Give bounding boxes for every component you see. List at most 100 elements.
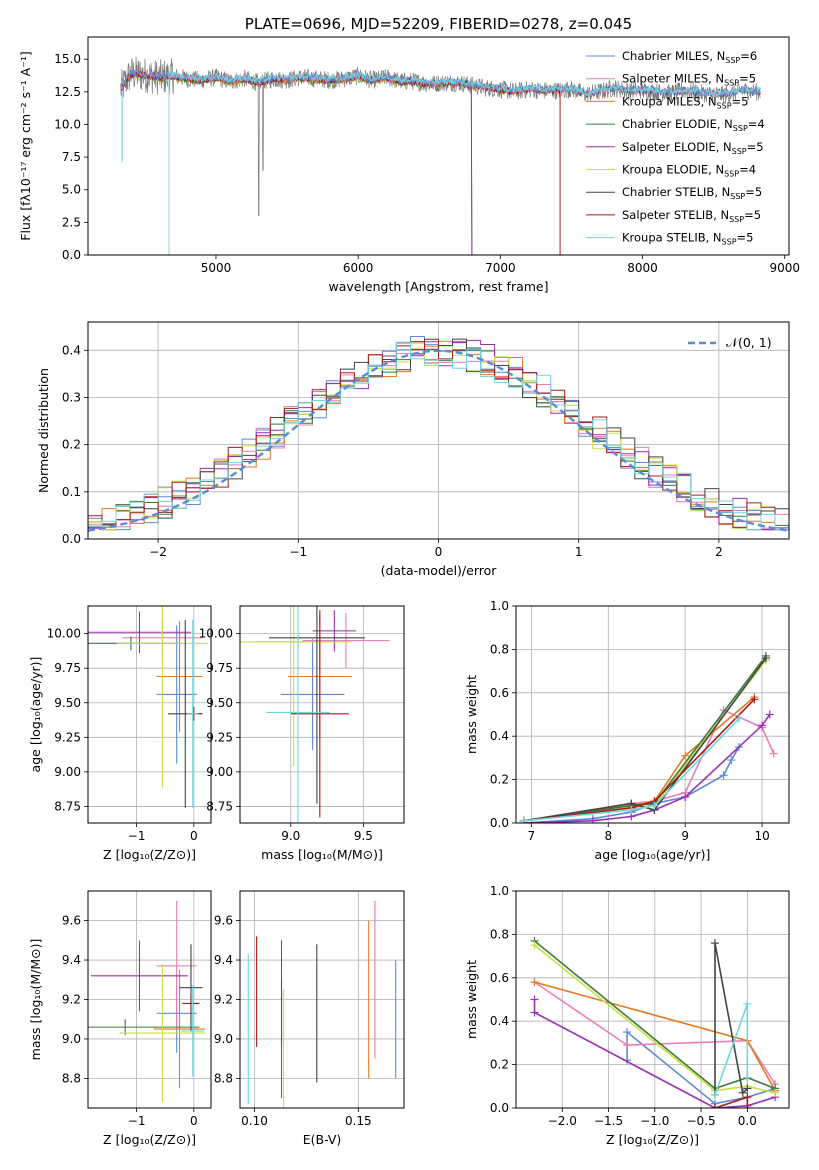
y-tick-label: 0.6: [490, 971, 509, 985]
point-marker-kroupa_elodie: [771, 1088, 780, 1097]
point-marker-kroupa_stelib: [519, 816, 528, 823]
y-tick-label: 0.6: [490, 686, 509, 700]
series-line-kroupa_stelib: [714, 1003, 749, 1096]
mass_vs_Z-plot: [88, 900, 206, 1103]
y-tick-label: 9.6: [62, 914, 81, 928]
series-line-salpeter_stelib: [523, 698, 755, 822]
y-tick-label: 10.0: [54, 117, 81, 131]
x-tick-label: 9.5: [354, 829, 373, 843]
legend-entry-kroupa_miles: Kroupa MILES, NSSP=5: [622, 94, 748, 110]
x-tick-label: −1.5: [594, 1114, 623, 1128]
residuals-legend: 𝒩(0, 1): [688, 335, 772, 350]
series-line-chabrier_stelib: [714, 942, 748, 1095]
massweight_vs_Z-frame: [515, 890, 790, 1109]
y-tick-label: 9.25: [54, 730, 81, 744]
x-tick-label: 0: [435, 545, 443, 559]
point-marker-salpeter_elodie: [681, 792, 690, 801]
model-curve-salpeter_elodie: [120, 70, 473, 255]
point-marker-salpeter_miles: [623, 1041, 632, 1050]
x-tick-label: 0.0: [738, 1114, 757, 1128]
y-tick-label: 0.2: [490, 773, 509, 787]
x-tick-label: −0.5: [687, 1114, 716, 1128]
y-tick-label: 8.8: [214, 1071, 233, 1085]
errorbar-salpeter_miles: [156, 900, 197, 1032]
point-marker-kroupa_miles: [530, 978, 539, 987]
series-line-salpeter_miles: [534, 981, 776, 1085]
point-marker-salpeter_stelib: [710, 1104, 719, 1108]
massweight_vs_Z-plot: [530, 936, 780, 1108]
x-tick-label: 7000: [485, 261, 516, 275]
x-tick-label: −1.0: [640, 1114, 669, 1128]
point-marker-kroupa_elodie: [530, 941, 539, 950]
point-marker-kroupa_stelib: [710, 1090, 719, 1099]
y-axis-label: Flux [fλ10⁻¹⁷ erg cm⁻² s⁻¹ A⁻¹]: [18, 51, 33, 240]
legend-entry-kroupa_elodie: Kroupa ELODIE, NSSP=4: [622, 163, 756, 179]
point-marker-salpeter_elodie: [758, 721, 767, 730]
series-line-chabrier_stelib: [523, 657, 767, 822]
y-tick-label: 9.50: [206, 696, 233, 710]
age_vs_mass-plot: [240, 606, 390, 823]
model-curve-salpeter_stelib: [120, 69, 561, 255]
y-axis-label: mass weight: [464, 675, 479, 754]
point-marker-chabrier_stelib: [710, 939, 719, 948]
x-axis-label: E(B-V): [303, 1132, 342, 1147]
y-tick-label: 12.5: [54, 85, 81, 99]
residuals-plot: [88, 336, 789, 532]
y-tick-label: 7.5: [62, 150, 81, 164]
x-axis-label: Z [log₁₀(Z/Z⊙)]: [606, 1132, 699, 1147]
residuals-frame: [87, 321, 790, 540]
y-tick-label: 0.2: [490, 1058, 509, 1072]
x-tick-label: −1: [128, 829, 146, 843]
point-marker-salpeter_stelib: [743, 1104, 752, 1108]
legend-entry-kroupa_stelib: Kroupa STELIB, NSSP=5: [622, 231, 753, 247]
model-curve-kroupa_stelib: [168, 70, 761, 255]
errorbar-chabrier_miles: [156, 625, 197, 764]
y-tick-label: 9.25: [206, 730, 233, 744]
series-line-salpeter_elodie: [533, 999, 776, 1108]
age_vs_mass-axes: 9.0 9.5 8.75 9.00 9.25 9.50 9.75 10.00 mass [log…: [199, 606, 404, 862]
age_vs_Z-frame: [87, 605, 212, 824]
errorbar-kroupa_stelib: [181, 985, 205, 1077]
legend-entry-gauss: 𝒩(0, 1): [726, 335, 772, 350]
model-curve-chabrier_miles: [120, 69, 761, 98]
y-tick-label: 9.0: [62, 1032, 81, 1046]
legend-entry-salpeter_stelib: Salpeter STELIB, NSSP=5: [622, 208, 761, 224]
x-tick-label: 0.10: [241, 1114, 268, 1128]
residuals-axes: −2 −1 0 1 2 0.0 0.1 0.2 0.3 0.4 (data-model)/error…: [36, 322, 789, 578]
x-axis-label: Z [log₁₀(Z/Z⊙)]: [103, 847, 196, 862]
point-marker-salpeter_elodie: [765, 710, 774, 719]
errorbar-chabrier_stelib: [179, 944, 203, 1032]
errorbar-salpeter_miles: [302, 612, 390, 669]
y-tick-label: 0.0: [490, 816, 509, 830]
y-tick-label: 9.2: [214, 993, 233, 1007]
model-curve-chabrier_elodie: [120, 71, 473, 255]
y-tick-label: 5.0: [62, 183, 81, 197]
spectrum-legend: Chabrier MILES, NSSP=6 Salpeter MILES, NS…: [586, 49, 765, 247]
errorbar-salpeter_elodie: [88, 611, 191, 653]
y-axis-label: Normed distribution: [36, 368, 51, 493]
legend-entry-chabrier_elodie: Chabrier ELODIE, NSSP=4: [622, 117, 765, 133]
series-line-kroupa_stelib: [523, 718, 740, 822]
x-tick-label: 0: [190, 1114, 198, 1128]
x-tick-label: 2: [715, 545, 723, 559]
x-tick-label: 8: [604, 829, 612, 843]
errorbar-salpeter_stelib: [290, 610, 349, 818]
x-tick-label: −2.0: [548, 1114, 577, 1128]
y-tick-label: 9.00: [206, 765, 233, 779]
point-marker-kroupa_stelib: [627, 805, 636, 814]
legend-entry-chabrier_miles: Chabrier MILES, NSSP=6: [622, 49, 757, 65]
point-marker-kroupa_stelib: [650, 801, 659, 810]
y-tick-label: 8.8: [62, 1071, 81, 1085]
y-tick-label: 8.75: [206, 799, 233, 813]
x-tick-label: −1: [289, 545, 307, 559]
point-marker-salpeter_elodie: [530, 995, 539, 1004]
spectrum-frame: [87, 36, 790, 256]
y-tick-label: 8.75: [54, 799, 81, 813]
x-tick-label: 9: [681, 829, 689, 843]
y-tick-label: 9.4: [62, 953, 81, 967]
x-axis-label: age [log₁₀(age/yr)]: [595, 847, 711, 862]
point-marker-chabrier_stelib: [761, 654, 770, 663]
y-tick-label: 0.8: [490, 927, 509, 941]
x-tick-label: 0: [190, 829, 198, 843]
